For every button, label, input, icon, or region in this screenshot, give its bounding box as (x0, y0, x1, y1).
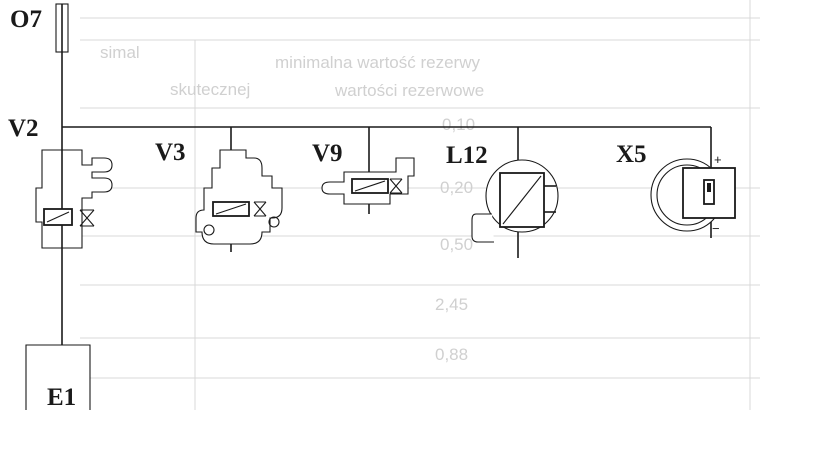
valve-v9: V9 (312, 140, 415, 205)
valve-v3-label: V3 (155, 139, 186, 166)
fuse-o7: O7 (10, 3, 69, 53)
bg-row-5: 0,50 (440, 235, 473, 254)
valve-v3-seat (253, 201, 267, 217)
valve-v2-seat (79, 209, 95, 227)
bg-side-1: simal (100, 43, 140, 62)
polarity-plus: + (714, 152, 722, 167)
bg-side-2: skutecznej (170, 80, 250, 99)
bg-row-4: 0,20 (440, 178, 473, 197)
motor-l12-label: L12 (446, 142, 488, 169)
connector-x5-label: X5 (616, 141, 647, 168)
valve-v9-seat (389, 178, 403, 194)
bg-row-2: wartości rezerwowe (334, 81, 484, 100)
bg-row-3: 0,10 (442, 115, 475, 134)
unit-e1-box (25, 344, 91, 410)
unit-e1: E1 (25, 344, 91, 411)
bg-row-7: 0,88 (435, 345, 468, 364)
motor-l12: L12 (446, 142, 559, 243)
valve-v2: V2 (8, 115, 113, 249)
valve-v9-label: V9 (312, 140, 343, 167)
valve-v2-body (35, 149, 113, 249)
unit-e1-label: E1 (47, 384, 76, 411)
valve-v3: V3 (155, 139, 283, 245)
background-table: minimalna wartość rezerwy wartości rezer… (80, 0, 760, 410)
valve-v2-label: V2 (8, 115, 39, 142)
bg-row-6: 2,45 (435, 295, 468, 314)
polarity-minus: − (712, 221, 720, 236)
bg-row-1: minimalna wartość rezerwy (275, 53, 480, 72)
fuse-label: O7 (10, 6, 42, 33)
connector-x5: + − X5 (616, 141, 736, 236)
valve-v3-body (195, 149, 283, 245)
